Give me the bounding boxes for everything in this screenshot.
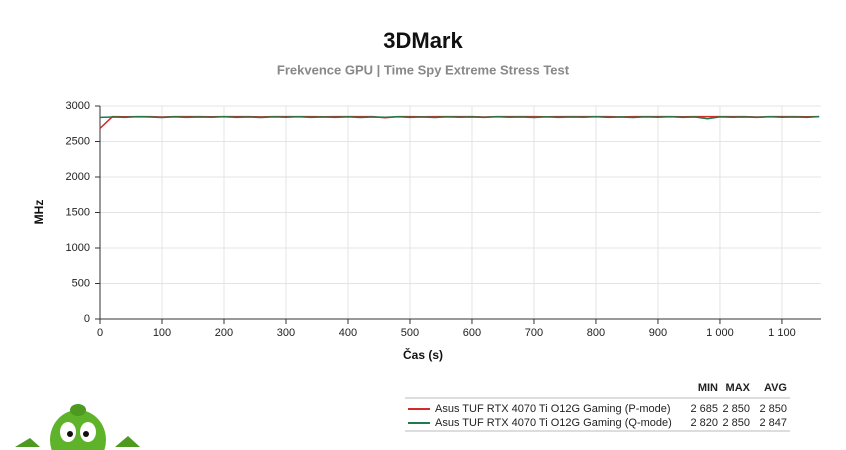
legend-label: Asus TUF RTX 4070 Ti O12G Gaming (Q-mode… <box>435 417 672 429</box>
legend-header: MIN <box>698 382 718 394</box>
legend-stat: 2 685 <box>690 403 718 415</box>
y-tick-label: 2000 <box>66 171 90 183</box>
legend-stat: 2 850 <box>722 417 750 429</box>
x-tick-label: 100 <box>153 327 171 339</box>
x-tick-label: 200 <box>215 327 233 339</box>
x-tick-label: 900 <box>649 327 667 339</box>
legend-stat: 2 850 <box>759 403 787 415</box>
x-tick-label: 700 <box>525 327 543 339</box>
legend-stat: 2 847 <box>759 417 787 429</box>
x-tick-label: 800 <box>587 327 605 339</box>
y-axis-label: MHz <box>32 200 46 225</box>
y-tick-label: 0 <box>84 313 90 325</box>
y-tick-label: 1000 <box>66 242 90 254</box>
y-tick-label: 1500 <box>66 206 90 218</box>
y-tick-label: 2500 <box>66 135 90 147</box>
x-tick-label: 1 000 <box>706 327 734 339</box>
x-tick-label: 1 100 <box>768 327 796 339</box>
legend-header: AVG <box>764 382 787 394</box>
chart-title: 3DMark <box>383 28 463 53</box>
x-tick-label: 400 <box>339 327 357 339</box>
y-tick-label: 500 <box>72 277 90 289</box>
series-line <box>99 115 820 120</box>
mascot <box>15 404 140 450</box>
legend-header: MAX <box>726 382 751 394</box>
chart-subtitle: Frekvence GPU | Time Spy Extreme Stress … <box>277 62 570 77</box>
legend-stat: 2 820 <box>690 417 718 429</box>
legend-stat: 2 850 <box>722 403 750 415</box>
x-tick-label: 600 <box>463 327 481 339</box>
x-tick-label: 500 <box>401 327 419 339</box>
x-tick-label: 0 <box>97 327 103 339</box>
y-tick-label: 3000 <box>66 100 90 112</box>
legend-label: Asus TUF RTX 4070 Ti O12G Gaming (P-mode… <box>435 403 671 415</box>
x-tick-label: 300 <box>277 327 295 339</box>
x-axis-label: Čas (s) <box>403 347 443 362</box>
